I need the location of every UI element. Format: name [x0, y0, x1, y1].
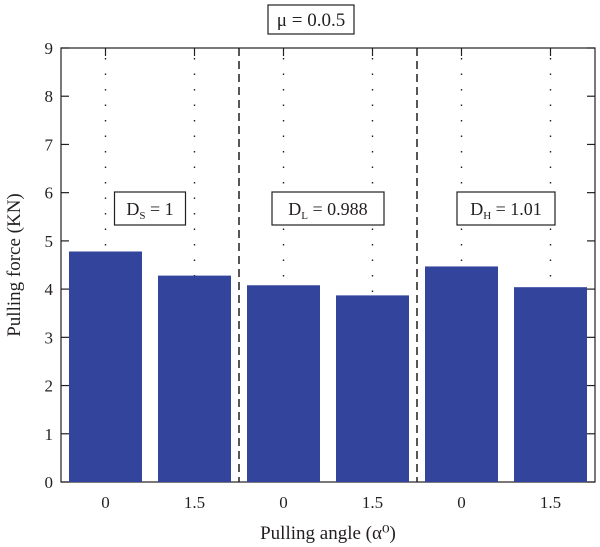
y-tick-label: 9: [45, 39, 54, 58]
bar: [425, 266, 498, 482]
x-tick-label: 0: [279, 493, 288, 512]
bar-chart: μ = 0.0.5 0 1 2 3 4 5 6 7 8 9 0 1.5 0 1.5 0 1.5 DS = 1…: [0, 0, 600, 547]
bar: [69, 251, 142, 482]
x-tick-label: 1.5: [184, 493, 205, 512]
bar: [158, 276, 231, 482]
x-tick-label: 0: [101, 493, 110, 512]
bar: [336, 295, 409, 482]
group-labels: DS = 1 DL = 0.988 DH = 1.01: [115, 192, 556, 225]
group-label-subscript: H: [483, 210, 491, 222]
group-label-rest: = 0.988: [308, 199, 368, 219]
y-tick-label: 4: [45, 280, 54, 299]
x-tick-label: 1.5: [540, 493, 561, 512]
bars: [69, 251, 587, 482]
bar: [247, 285, 320, 482]
group-label: DL = 0.988: [272, 192, 384, 225]
y-tick-label: 6: [45, 184, 54, 203]
y-tick-label: 2: [45, 377, 54, 396]
group-label: DS = 1: [115, 192, 186, 225]
group-label-text: DH = 1.01: [470, 199, 542, 222]
group-label-text: DL = 0.988: [288, 199, 367, 222]
y-axis-label: Pulling force (KN): [4, 193, 25, 337]
group-label-main: D: [126, 199, 139, 219]
group-label-text: DS = 1: [126, 199, 173, 222]
y-tick-label: 8: [45, 87, 54, 106]
bar: [514, 287, 587, 482]
chart-title-box: μ = 0.0.5: [268, 5, 354, 34]
chart-title: μ = 0.0.5: [277, 10, 345, 31]
group-label-rest: = 1.01: [491, 199, 542, 219]
group-label-main: D: [470, 199, 483, 219]
y-tick-label: 1: [45, 425, 54, 444]
y-tick-label: 5: [45, 232, 54, 251]
y-tick-label: 7: [45, 135, 54, 154]
y-tick-label: 3: [45, 328, 54, 347]
group-label: DH = 1.01: [457, 192, 555, 225]
x-tick-label: 1.5: [362, 493, 383, 512]
group-label-main: D: [288, 199, 301, 219]
x-tick-label: 0: [457, 493, 466, 512]
group-label-rest: = 1: [145, 199, 173, 219]
x-axis-label: Pulling angle (α⁰): [260, 523, 396, 544]
y-tick-label: 0: [45, 473, 54, 492]
